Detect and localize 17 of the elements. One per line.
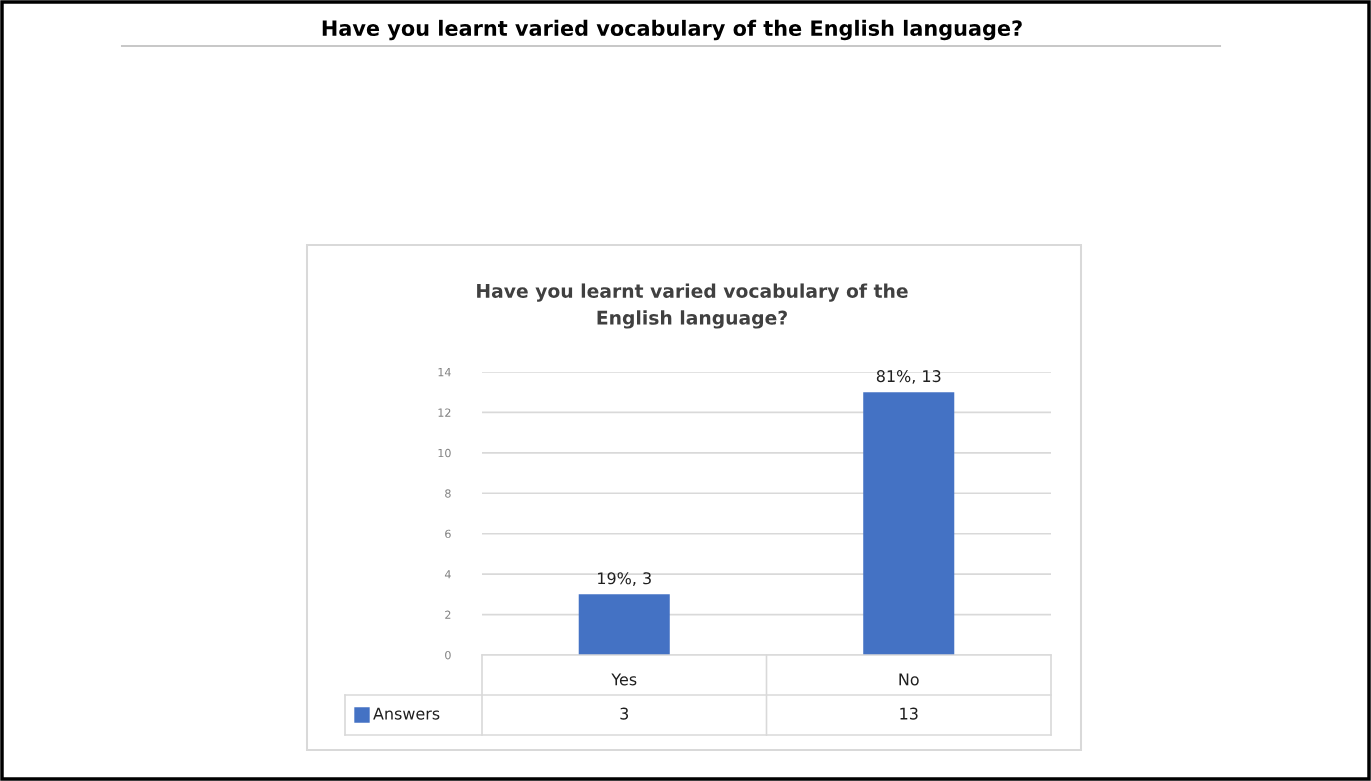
legend-label: Answers: [373, 707, 440, 720]
y-tick-label: 2: [445, 610, 451, 619]
text: 3: [620, 707, 629, 720]
text: 13: [900, 707, 918, 720]
y-tick-label: 4: [444, 570, 451, 579]
x-tick-label: Yes: [611, 673, 637, 686]
data-label: 81%, 13: [876, 370, 941, 384]
y-tick-label: 12: [438, 408, 451, 417]
y-tick-label: 6: [445, 529, 451, 539]
y-tick-label: 10: [438, 448, 451, 458]
y-tick-label: 0: [445, 650, 451, 660]
data-label: 19%, 3: [598, 572, 651, 586]
x-tick-label: No: [899, 673, 919, 686]
y-tick-label: 8: [445, 489, 451, 498]
chart-subtitle: Have you learnt varied vocabulary of the English language?: [477, 283, 908, 329]
y-tick-label: 14: [438, 368, 451, 377]
chart-title: Have you learnt varied vocabulary of the English language?: [322, 19, 1022, 41]
